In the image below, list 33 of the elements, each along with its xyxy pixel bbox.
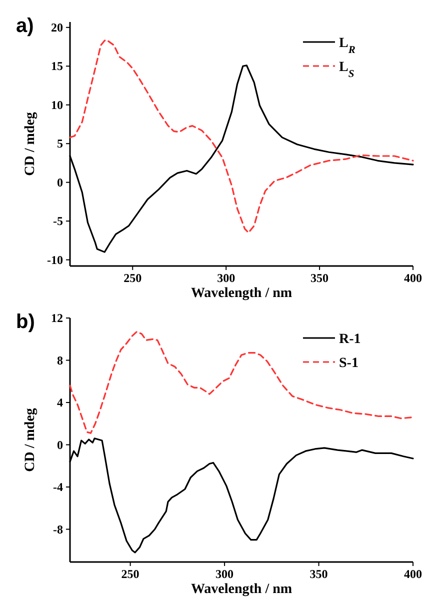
y-tick-label: 12 [51, 311, 63, 325]
y-axis-title: CD / mdeg [23, 408, 38, 472]
y-tick-label: 5 [57, 136, 63, 151]
y-axis-title: CD / mdeg [23, 112, 38, 176]
y-tick-label: 10 [51, 98, 63, 112]
x-tick-label: 250 [124, 271, 142, 285]
chart-title: a) [16, 15, 34, 37]
y-tick-label: -5 [53, 214, 63, 228]
legend-label: L$_{R}$ [339, 36, 356, 56]
x-tick-label: 300 [216, 567, 234, 581]
y-tick-label: 20 [51, 20, 63, 34]
y-tick-label: 0 [57, 175, 63, 190]
y-tick-label: 0 [57, 438, 63, 452]
x-tick-label: 400 [404, 567, 422, 581]
x-axis-title: Wavelength / nm [190, 582, 292, 597]
chart-title: b) [16, 311, 35, 333]
y-tick-label: 4 [57, 396, 63, 410]
y-tick-label: -10 [47, 252, 63, 267]
x-axis-title: Wavelength / nm [190, 286, 292, 301]
legend-label: R-1 [339, 332, 361, 347]
line-series [69, 330, 414, 434]
y-tick-label: -8 [53, 522, 63, 536]
legend-label: L$_{S}$ [339, 60, 354, 80]
line-series [69, 39, 414, 234]
y-tick-label: 8 [57, 353, 63, 368]
x-tick-label: 250 [121, 567, 140, 581]
x-tick-label: 350 [310, 567, 328, 581]
y-tick-label: -4 [53, 480, 63, 494]
legend-label: S-1 [339, 356, 358, 371]
x-tick-label: 300 [217, 271, 236, 285]
x-tick-label: 350 [310, 271, 329, 285]
y-tick-label: 15 [51, 59, 63, 74]
x-tick-label: 400 [404, 271, 422, 285]
